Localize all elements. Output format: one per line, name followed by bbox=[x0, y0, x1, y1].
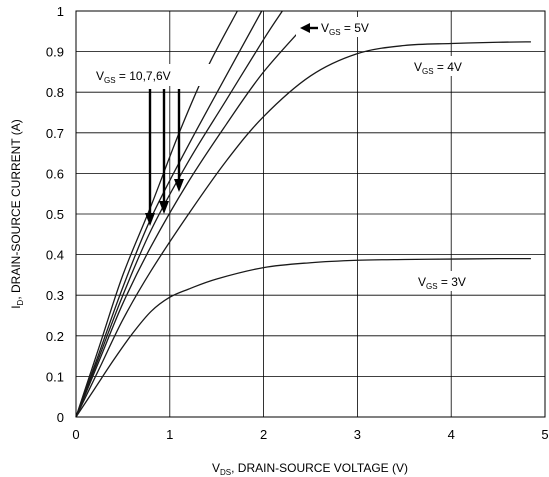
arrow-head-vgs-10 bbox=[145, 213, 155, 226]
y-tick-labels: 0 0.1 0.2 0.3 0.4 0.5 0.6 0.7 0.8 0.9 1 bbox=[46, 4, 64, 425]
arrow-head-vgs-5 bbox=[300, 23, 310, 33]
annotation-rest: = 10,7,6V bbox=[116, 69, 171, 83]
annotation-vgs-3-text: VGS = 3V bbox=[418, 275, 466, 291]
series-line-vgs-4v bbox=[75, 41, 531, 418]
annotation-rest: = 5V bbox=[341, 21, 369, 35]
y-tick-label: 0.2 bbox=[46, 329, 64, 344]
x-axis-title-rest: , DRAIN-SOURCE VOLTAGE (V) bbox=[231, 461, 408, 475]
x-tick-label: 1 bbox=[166, 427, 173, 442]
series-line-vgs-3v bbox=[75, 257, 531, 418]
x-tick-label: 4 bbox=[448, 427, 455, 442]
annotation-vgs-4-text: VGS = 4V bbox=[414, 60, 462, 76]
y-axis-title-sub: D bbox=[16, 299, 25, 305]
series-line-vgs-6v bbox=[75, 10, 283, 418]
series-line-vgs-5v bbox=[75, 18, 311, 418]
y-tick-label: 0.3 bbox=[46, 288, 64, 303]
y-tick-label: 0 bbox=[57, 410, 64, 425]
arrow-head-vgs-6 bbox=[174, 179, 184, 192]
y-axis-title-rest: , DRAIN-SOURCE CURRENT (A) bbox=[9, 119, 23, 299]
y-tick-label: 0.1 bbox=[46, 369, 64, 384]
annotation-bg bbox=[414, 271, 494, 291]
grid bbox=[76, 11, 545, 417]
annotation-main: V bbox=[96, 69, 104, 83]
x-tick-label: 5 bbox=[541, 427, 548, 442]
x-axis-title: VDS, DRAIN-SOURCE VOLTAGE (V) bbox=[212, 461, 408, 477]
x-axis-title-main: V bbox=[212, 461, 220, 475]
y-tick-label: 0.9 bbox=[46, 45, 64, 60]
annotation-vgs-10-7-6: VGS = 10,7,6V bbox=[92, 64, 220, 226]
y-tick-label: 0.7 bbox=[46, 126, 64, 141]
x-axis-title-sub: DS bbox=[220, 468, 231, 477]
plot-frame bbox=[75, 10, 546, 418]
x-tick-label: 3 bbox=[354, 427, 361, 442]
annotation-main: V bbox=[418, 275, 426, 289]
annotation-sub: GS bbox=[426, 282, 438, 291]
annotation-bg bbox=[296, 17, 382, 37]
y-tick-label: 0.6 bbox=[46, 166, 64, 181]
annotation-sub: GS bbox=[104, 76, 116, 85]
annotation-rest: = 4V bbox=[434, 60, 462, 74]
annotation-vgs-5: VGS = 5V bbox=[296, 17, 382, 37]
y-tick-label: 0.4 bbox=[46, 248, 64, 263]
x-tick-labels: 0 1 2 3 4 5 bbox=[72, 427, 548, 442]
annotation-bg bbox=[92, 64, 220, 86]
arrow-head-vgs-7 bbox=[159, 201, 169, 214]
y-axis-title-main: I bbox=[9, 305, 23, 308]
annotation-vgs-10-7-6-text: VGS = 10,7,6V bbox=[96, 69, 171, 85]
annotation-vgs-4: VGS = 4V bbox=[410, 56, 490, 76]
annotation-bg bbox=[410, 56, 490, 76]
y-tick-label: 1 bbox=[57, 4, 64, 19]
annotation-main: V bbox=[321, 21, 329, 35]
y-tick-label: 0.8 bbox=[46, 85, 64, 100]
annotation-vgs-3: VGS = 3V bbox=[414, 271, 494, 291]
annotation-sub: GS bbox=[329, 28, 341, 37]
y-axis-title: ID, DRAIN-SOURCE CURRENT (A) bbox=[9, 119, 25, 309]
y-tick-label: 0.5 bbox=[46, 207, 64, 222]
annotation-sub: GS bbox=[422, 67, 434, 76]
annotation-main: V bbox=[414, 60, 422, 74]
annotation-vgs-5-text: VGS = 5V bbox=[321, 21, 369, 37]
annotation-rest: = 3V bbox=[438, 275, 466, 289]
x-tick-label: 0 bbox=[72, 427, 79, 442]
x-tick-label: 2 bbox=[260, 427, 267, 442]
